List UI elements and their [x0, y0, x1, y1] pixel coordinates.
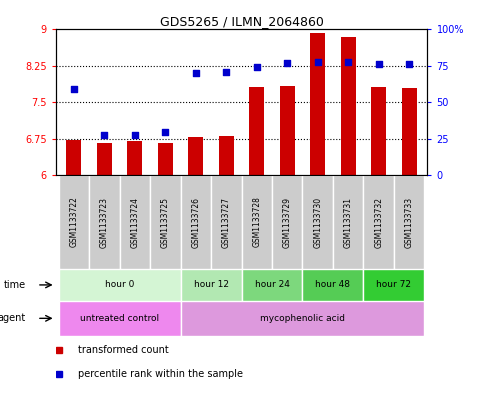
Text: GSM1133731: GSM1133731 — [344, 196, 353, 248]
Bar — [302, 269, 363, 301]
Bar — [341, 37, 356, 175]
Bar — [58, 301, 181, 336]
Text: agent: agent — [0, 313, 26, 323]
Text: GSM1133729: GSM1133729 — [283, 196, 292, 248]
Bar — [242, 175, 272, 269]
Text: hour 12: hour 12 — [194, 281, 228, 289]
Point — [161, 129, 169, 135]
Text: GSM1133732: GSM1133732 — [374, 196, 383, 248]
Bar — [58, 175, 89, 269]
Text: hour 72: hour 72 — [376, 281, 412, 289]
Text: hour 48: hour 48 — [315, 281, 351, 289]
Bar — [181, 301, 425, 336]
Bar — [127, 141, 142, 175]
Bar — [272, 175, 302, 269]
Point — [375, 61, 383, 68]
Bar — [211, 175, 242, 269]
Bar — [401, 88, 417, 175]
Bar — [157, 143, 173, 175]
Bar — [89, 175, 120, 269]
Text: GSM1133727: GSM1133727 — [222, 196, 231, 248]
Bar — [181, 269, 242, 301]
Point — [314, 59, 322, 65]
Bar — [58, 269, 181, 301]
Point — [344, 59, 352, 66]
Bar — [302, 175, 333, 269]
Text: mycophenolic acid: mycophenolic acid — [260, 314, 345, 323]
Bar — [66, 140, 82, 175]
Text: percentile rank within the sample: percentile rank within the sample — [78, 369, 243, 379]
Bar — [333, 175, 363, 269]
Bar — [394, 175, 425, 269]
Bar — [150, 175, 181, 269]
Bar — [249, 87, 264, 175]
Text: hour 0: hour 0 — [105, 281, 134, 289]
Point — [131, 132, 139, 138]
Text: GSM1133730: GSM1133730 — [313, 196, 322, 248]
Text: hour 24: hour 24 — [255, 281, 289, 289]
Point — [405, 61, 413, 68]
Point — [284, 60, 291, 66]
Point — [253, 64, 261, 70]
Text: untreated control: untreated control — [80, 314, 159, 323]
Text: transformed count: transformed count — [78, 345, 169, 355]
Bar — [242, 269, 302, 301]
Point — [222, 69, 230, 75]
Bar — [363, 269, 425, 301]
Text: GSM1133728: GSM1133728 — [252, 196, 261, 248]
Bar — [120, 175, 150, 269]
Bar — [219, 136, 234, 175]
Text: GSM1133726: GSM1133726 — [191, 196, 200, 248]
Point — [192, 70, 199, 76]
Point — [100, 132, 108, 138]
Bar — [371, 87, 386, 175]
Bar — [363, 175, 394, 269]
Text: GSM1133723: GSM1133723 — [100, 196, 109, 248]
Bar — [280, 86, 295, 175]
Bar — [97, 143, 112, 175]
Text: GSM1133724: GSM1133724 — [130, 196, 139, 248]
Bar — [310, 33, 326, 175]
Title: GDS5265 / ILMN_2064860: GDS5265 / ILMN_2064860 — [159, 15, 324, 28]
Point — [70, 85, 78, 92]
Text: time: time — [4, 280, 26, 290]
Text: GSM1133733: GSM1133733 — [405, 196, 413, 248]
Bar — [181, 175, 211, 269]
Text: GSM1133725: GSM1133725 — [161, 196, 170, 248]
Text: GSM1133722: GSM1133722 — [70, 196, 78, 248]
Bar — [188, 137, 203, 175]
